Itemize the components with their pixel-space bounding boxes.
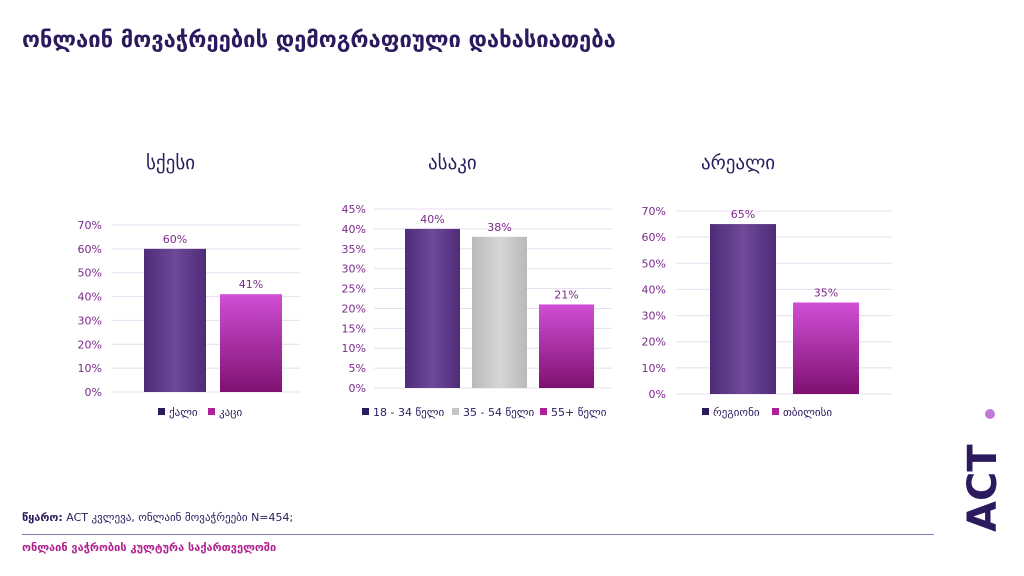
y-tick-label: 15%: [342, 322, 366, 335]
chart-title-sex: სქესი: [146, 152, 196, 174]
legend-label: თბილისი: [783, 406, 832, 419]
value-label: 60%: [163, 233, 187, 246]
y-tick-label: 45%: [342, 203, 366, 216]
value-label: 40%: [420, 213, 444, 226]
y-tick-label: 40%: [342, 223, 366, 236]
legend-swatch: [540, 408, 547, 415]
y-tick-label: 20%: [342, 302, 366, 315]
bar: [710, 224, 776, 394]
y-tick-label: 30%: [342, 263, 366, 276]
value-label: 65%: [731, 208, 755, 221]
legend-swatch: [158, 408, 165, 415]
legend-label: 35 - 54 წელი: [463, 406, 534, 419]
y-tick-label: 50%: [642, 257, 666, 270]
y-tick-label: 25%: [342, 283, 366, 296]
value-label: 41%: [239, 278, 263, 291]
chart-title-area: არეალი: [701, 152, 776, 174]
y-tick-label: 35%: [342, 243, 366, 256]
footer-divider: [22, 534, 934, 535]
y-tick-label: 10%: [642, 362, 666, 375]
page-title: ონლაინ მოვაჭრეების დემოგრაფიული დახასიათ…: [22, 28, 616, 53]
y-tick-label: 5%: [349, 362, 366, 375]
y-tick-label: 0%: [85, 386, 102, 399]
legend-swatch: [208, 408, 215, 415]
legend-swatch: [362, 408, 369, 415]
y-tick-label: 0%: [349, 382, 366, 395]
legend-label: 18 - 34 წელი: [373, 406, 444, 419]
source-label: წყარო:: [22, 511, 63, 524]
bar: [539, 304, 594, 388]
y-tick-label: 60%: [78, 243, 102, 256]
source-note: წყარო: ACT კვლევა, ონლაინ მოვაჭრეები N=4…: [22, 511, 293, 524]
y-tick-label: 40%: [78, 291, 102, 304]
y-tick-label: 30%: [78, 314, 102, 327]
source-text: ACT კვლევა, ონლაინ მოვაჭრეები N=454;: [62, 511, 294, 524]
legend-label: კაცი: [219, 406, 242, 419]
value-label: 21%: [554, 288, 578, 301]
legend-label: რეგიონი: [713, 406, 760, 419]
y-tick-label: 40%: [642, 283, 666, 296]
y-tick-label: 50%: [78, 267, 102, 280]
y-tick-label: 10%: [78, 362, 102, 375]
y-tick-label: 20%: [78, 338, 102, 351]
y-tick-label: 70%: [642, 205, 666, 218]
bar: [793, 302, 859, 394]
bar: [472, 236, 527, 388]
legend-swatch: [702, 408, 709, 415]
y-tick-label: 30%: [642, 310, 666, 323]
act-logo: ACT: [960, 409, 1006, 532]
y-tick-label: 20%: [642, 336, 666, 349]
y-tick-label: 70%: [78, 219, 102, 232]
legend-swatch: [772, 408, 779, 415]
legend-label: ქალი: [169, 406, 198, 419]
legend-swatch: [452, 408, 459, 415]
bar: [144, 248, 206, 392]
bar: [405, 228, 460, 388]
y-tick-label: 60%: [642, 231, 666, 244]
value-label: 35%: [814, 287, 838, 300]
y-tick-label: 10%: [342, 342, 366, 355]
y-tick-label: 0%: [649, 388, 666, 401]
bar: [220, 294, 282, 392]
footer-caption: ონლაინ ვაჭრობის კულტურა საქართველოში: [22, 541, 277, 554]
logo-text: ACT: [960, 444, 1006, 532]
legend-label: 55+ წელი: [551, 406, 607, 419]
chart-title-age: ასაკი: [428, 152, 477, 174]
logo-dot: [985, 409, 995, 419]
value-label: 38%: [487, 221, 511, 234]
